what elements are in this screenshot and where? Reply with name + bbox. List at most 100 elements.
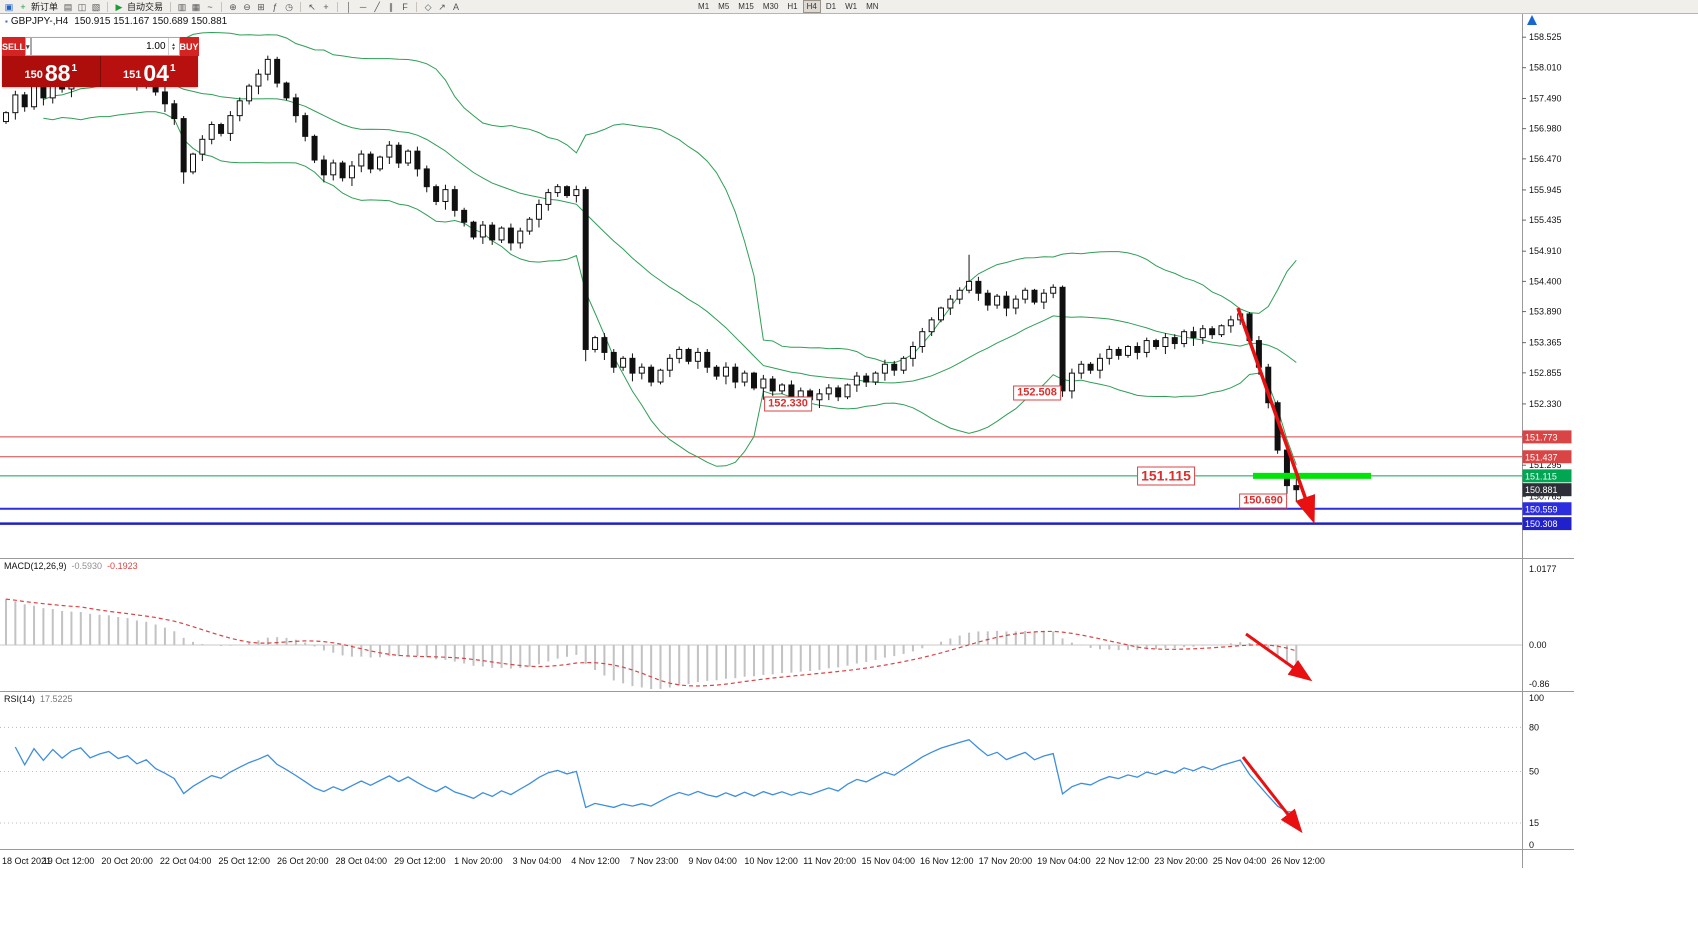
trend-arrow[interactable]: [1236, 307, 1316, 524]
svg-text:151.773: 151.773: [1525, 432, 1558, 442]
horizontal-line-icon[interactable]: ─: [359, 1, 367, 12]
svg-text:4 Nov 12:00: 4 Nov 12:00: [571, 856, 620, 866]
timeframe-h4[interactable]: H4: [802, 0, 821, 13]
candle: [348, 165, 355, 179]
navigator-icon[interactable]: ▧: [91, 1, 101, 12]
crosshair-icon[interactable]: +: [323, 1, 329, 12]
trade-controls-row: SELL ▾ ▴▾ BUY: [2, 37, 199, 56]
svg-text:23 Nov 20:00: 23 Nov 20:00: [1154, 856, 1208, 866]
candle: [377, 156, 383, 170]
candle: [218, 124, 225, 134]
candle: [1218, 325, 1225, 336]
candle: [835, 387, 842, 398]
timeframe-h1[interactable]: H1: [787, 2, 798, 11]
svg-text:156.470: 156.470: [1529, 154, 1562, 164]
new-order-button[interactable]: +: [20, 1, 26, 12]
indicators-icon[interactable]: ƒ: [272, 1, 278, 12]
horizontal-levels: [0, 436, 1522, 525]
zoom-in-icon[interactable]: ⊕: [229, 1, 237, 12]
trend-arrow[interactable]: [1241, 756, 1303, 834]
candle: [853, 375, 860, 386]
price-flag[interactable]: 152.508: [1013, 385, 1061, 401]
trendline-icon[interactable]: ╱: [374, 1, 380, 12]
rsi-value: 17.5225: [40, 694, 73, 704]
candle: [292, 97, 299, 117]
timeframe-w1[interactable]: W1: [845, 2, 858, 11]
candle: [302, 115, 309, 137]
buy-price-button[interactable]: 151 04 1: [101, 56, 199, 87]
candle: [554, 186, 561, 194]
volume-input[interactable]: [31, 41, 168, 52]
text-icon[interactable]: A: [453, 1, 460, 12]
sell-button[interactable]: SELL: [2, 37, 26, 56]
candle: [227, 115, 234, 134]
chart-profile-icon[interactable]: ▤: [63, 1, 73, 12]
macd-name: MACD(12,26,9): [4, 561, 67, 571]
svg-text:16 Nov 12:00: 16 Nov 12:00: [920, 856, 974, 866]
candle: [535, 203, 542, 220]
candlestick-icon[interactable]: ▦: [191, 1, 201, 12]
candle: [844, 384, 851, 398]
price-axis: 158.525 158.010 157.490 156.980 156.470 155.9…: [1522, 32, 1562, 502]
timeframe-mn[interactable]: MN: [866, 2, 879, 11]
line-chart-icon[interactable]: ~: [207, 1, 213, 12]
candle: [620, 357, 627, 368]
scroll-indicator-icon[interactable]: [1527, 15, 1537, 25]
candle: [1087, 363, 1094, 371]
candle: [601, 337, 608, 353]
candle: [330, 162, 337, 176]
candle: [320, 159, 327, 176]
vertical-line-icon[interactable]: │: [346, 1, 352, 12]
candle: [966, 280, 973, 291]
svg-text:19 Oct 12:00: 19 Oct 12:00: [43, 856, 95, 866]
bar-chart-icon[interactable]: ▥: [177, 1, 187, 12]
sell-dropdown-caret-icon[interactable]: ▾: [25, 37, 31, 56]
price-flag[interactable]: 151.115: [1137, 466, 1195, 486]
candle: [909, 345, 916, 359]
candle: [713, 366, 720, 377]
candle: [1199, 328, 1206, 339]
candle: [451, 189, 458, 211]
candle: [666, 357, 673, 371]
candle: [825, 387, 832, 395]
sell-price-button[interactable]: 150 88 1: [2, 56, 101, 87]
volume-spinner[interactable]: ▴ ▾: [167, 38, 179, 55]
fibonacci-icon[interactable]: F: [402, 1, 408, 12]
arrow-tool-icon[interactable]: ↗: [438, 1, 446, 12]
toolbar-separator: [107, 1, 109, 12]
timeframe-d1[interactable]: D1: [825, 2, 837, 11]
channel-icon[interactable]: ∥: [388, 1, 394, 12]
spin-down-icon[interactable]: ▾: [172, 45, 175, 52]
timeframe-m15[interactable]: M15: [738, 2, 754, 11]
support-zone[interactable]: [1253, 472, 1371, 479]
candle: [816, 393, 823, 401]
candle: [1209, 328, 1216, 336]
candle: [722, 366, 729, 377]
candle: [161, 91, 168, 105]
price-flag[interactable]: 150.690: [1239, 493, 1287, 509]
buy-button[interactable]: BUY: [179, 37, 199, 56]
timeframe-m30[interactable]: M30: [762, 2, 779, 11]
spin-up-icon[interactable]: ▴: [172, 41, 175, 48]
timeframe-m5[interactable]: M5: [718, 2, 730, 11]
autotrading-button[interactable]: ▶: [115, 1, 123, 12]
candle: [517, 230, 524, 244]
app-icon[interactable]: ▣: [4, 1, 14, 12]
candle: [863, 375, 870, 383]
period-icon[interactable]: ◷: [285, 1, 293, 12]
trend-arrow[interactable]: [1245, 632, 1313, 682]
candle: [461, 209, 468, 223]
svg-text:157.490: 157.490: [1529, 93, 1562, 103]
tile-windows-icon[interactable]: ⊞: [257, 1, 265, 12]
price-flag[interactable]: 152.330: [764, 396, 812, 412]
candle: [947, 298, 954, 309]
candle: [760, 378, 767, 389]
timeframe-m1[interactable]: M1: [698, 2, 710, 11]
market-watch-icon[interactable]: ◫: [77, 1, 87, 12]
zoom-out-icon[interactable]: ⊖: [243, 1, 251, 12]
shapes-icon[interactable]: ◇: [424, 1, 432, 12]
cursor-icon[interactable]: ↖: [308, 1, 316, 12]
svg-text:154.400: 154.400: [1529, 276, 1562, 286]
